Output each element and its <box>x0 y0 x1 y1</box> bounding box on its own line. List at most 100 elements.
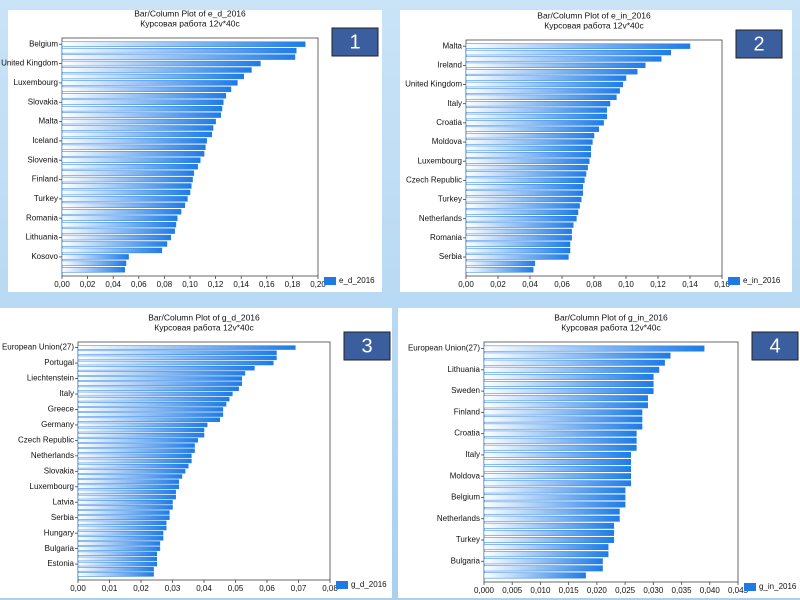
y-tick-label: Latvia <box>53 497 75 506</box>
bar <box>483 459 632 465</box>
y-tick-label: Ireland <box>438 60 462 69</box>
bar <box>77 515 170 520</box>
bar <box>61 118 216 125</box>
chart-title: Bar/Column Plot of g_in_2016 <box>554 312 668 322</box>
bar <box>483 437 637 444</box>
bar <box>465 120 604 126</box>
x-tick-label: 0,04 <box>522 280 538 289</box>
y-tick-label: Slovenia <box>27 155 58 164</box>
bar <box>61 138 207 144</box>
bar <box>483 366 660 373</box>
y-tick-label: Luxembourg <box>30 482 74 491</box>
x-tick-label: 0,16 <box>259 280 275 289</box>
bar <box>77 489 176 495</box>
bar <box>465 158 590 164</box>
bar <box>61 247 163 254</box>
y-tick-label: Bulgaria <box>45 544 75 553</box>
x-tick-label: 0,06 <box>131 280 147 289</box>
bar <box>61 267 125 273</box>
bar <box>465 69 638 75</box>
bar <box>465 203 580 209</box>
bar <box>483 345 705 352</box>
bar <box>77 505 173 510</box>
bar <box>465 126 600 132</box>
bar <box>61 157 201 163</box>
bar <box>465 43 691 49</box>
bar <box>61 215 178 221</box>
bar <box>61 93 227 99</box>
bar <box>61 228 175 234</box>
bar <box>483 487 626 494</box>
bar <box>77 402 227 407</box>
bar <box>483 508 620 515</box>
bar <box>77 520 167 526</box>
legend-swatch <box>336 581 348 589</box>
chart-title: Bar/Column Plot of e_d_2016 <box>134 8 246 18</box>
bar <box>465 56 662 62</box>
y-tick-label: Slovakia <box>44 466 75 475</box>
x-tick-label: 0,00 <box>54 280 70 289</box>
chart-subtitle: Курсовая работа 12v*40c <box>561 322 661 332</box>
bar <box>61 86 232 93</box>
x-tick-label: 0,10 <box>182 280 198 289</box>
bar <box>77 458 192 464</box>
plot-area <box>61 37 319 277</box>
bar <box>77 561 157 567</box>
y-tick-label: Luxembourg <box>418 156 462 165</box>
panel-number-box <box>343 331 391 361</box>
x-tick-label: 0,10 <box>618 280 634 289</box>
x-tick-label: 0,00 <box>458 280 474 289</box>
x-tick-label: 0,04 <box>105 280 121 289</box>
bar <box>465 132 595 139</box>
y-tick-label: Slovakia <box>28 97 59 106</box>
panel-number: 4 <box>769 335 780 357</box>
y-tick-label: Finland <box>32 175 58 184</box>
y-tick-label: Moldova <box>432 137 463 146</box>
bar <box>77 469 186 474</box>
x-tick-label: 0,005 <box>502 586 523 595</box>
bar <box>61 125 214 131</box>
y-tick-label: Finland <box>454 407 480 416</box>
bar <box>77 376 243 381</box>
y-tick-label: Bulgaria <box>451 556 481 565</box>
y-tick-label: Belgium <box>29 39 58 48</box>
y-tick-label: Czech Republic <box>18 435 74 444</box>
bar <box>465 228 572 235</box>
bar <box>61 176 193 183</box>
y-tick-label: Hungary <box>44 528 74 537</box>
y-tick-label: Romania <box>26 213 59 222</box>
bar <box>77 567 154 572</box>
bar <box>77 484 180 489</box>
y-tick-label: Italy <box>447 99 462 108</box>
y-tick-label: Czech Republic <box>406 175 462 184</box>
bar <box>61 80 238 86</box>
bar <box>483 352 671 359</box>
bar <box>465 196 582 203</box>
bar <box>483 388 654 395</box>
bar <box>483 480 632 487</box>
panel-number-box <box>751 331 799 361</box>
bar <box>465 177 585 184</box>
x-tick-label: 0,025 <box>615 586 636 595</box>
x-tick-label: 0,12 <box>208 280 224 289</box>
bar <box>77 350 277 355</box>
y-tick-label: United Kingdom <box>1 59 58 68</box>
bar <box>61 41 306 47</box>
bar <box>61 189 191 196</box>
legend-swatch <box>728 277 740 285</box>
bar <box>483 423 643 430</box>
y-tick-label: Germany <box>41 420 74 429</box>
bar <box>61 47 297 54</box>
x-tick-label: 0,16 <box>714 280 730 289</box>
bar <box>77 525 167 531</box>
bar <box>465 139 593 145</box>
bar <box>61 99 224 105</box>
bar <box>61 144 206 151</box>
x-tick-label: 0,08 <box>586 280 602 289</box>
y-tick-label: Croatia <box>454 429 480 438</box>
chart-subtitle: Курсовая работа 12v*40c <box>154 322 254 332</box>
